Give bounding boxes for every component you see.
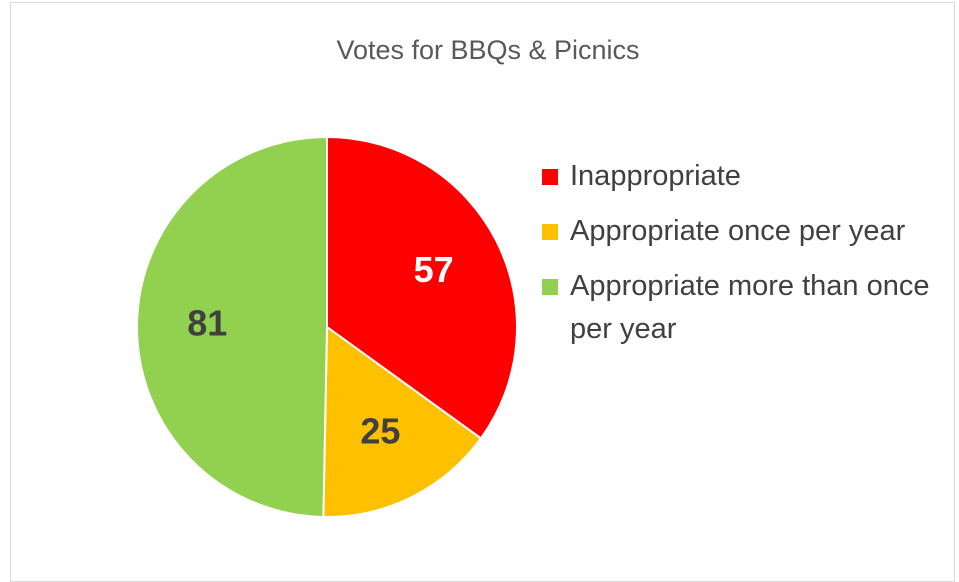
legend-label: Appropriate more than once per year: [570, 270, 930, 345]
legend-item: Inappropriate: [542, 155, 942, 198]
data-label: 57: [414, 249, 454, 290]
pie-slice: [322, 325, 483, 518]
legend-item: Appropriate more than once per year: [542, 265, 942, 351]
legend-item: Appropriate once per year: [542, 210, 942, 253]
legend-swatch: [542, 224, 558, 240]
pie-slice: [326, 135, 518, 440]
chart-title: Votes for BBQs & Picnics: [336, 35, 639, 65]
data-label: 25: [360, 411, 400, 452]
legend-label: Appropriate once per year: [570, 215, 906, 247]
data-label: 81: [187, 302, 227, 343]
legend-label: Inappropriate: [570, 160, 741, 192]
legend: Inappropriate Appropriate once per year Ap…: [542, 155, 942, 351]
legend-swatch: [542, 169, 558, 185]
legend-swatch: [542, 279, 558, 295]
pie-slice: [135, 135, 328, 518]
